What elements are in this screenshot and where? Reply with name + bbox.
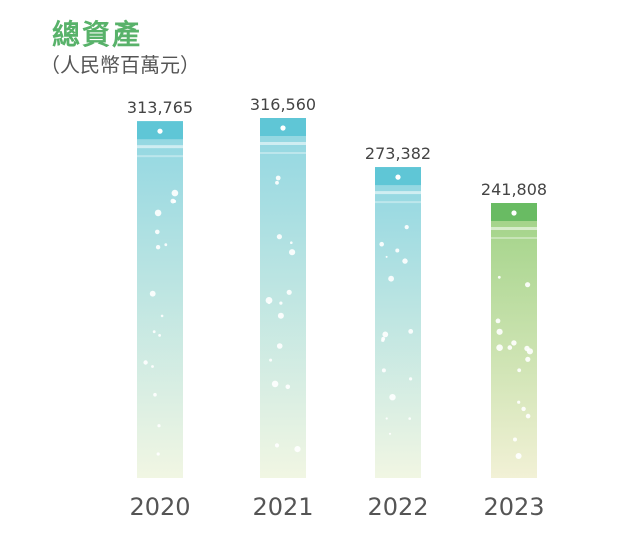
bar-bubble <box>496 328 503 335</box>
bar-body-2020 <box>137 121 183 479</box>
chart-subtitle: （人民幣百萬元） <box>40 53 200 77</box>
bar-bubble <box>521 406 526 412</box>
value-label-2020: 313,765 <box>127 98 193 117</box>
bars-layer <box>137 118 537 479</box>
labels-layer: 313,765 2020 316,560 2021 273,382 2022 241,808… <box>127 95 547 521</box>
bar-bubble <box>275 180 279 185</box>
bar-bubble <box>495 318 501 324</box>
bar-bubble <box>164 243 168 247</box>
bar-bubble <box>525 413 531 419</box>
bar-bubble <box>395 248 400 253</box>
bar-bubble <box>160 314 164 318</box>
bar-bubble <box>497 275 501 279</box>
bar-bubble <box>408 329 414 334</box>
bar-bubble <box>379 241 385 247</box>
bar-bubble <box>511 340 517 346</box>
bar-bubble <box>525 356 531 362</box>
bar-bubble <box>496 344 503 352</box>
bar-bubble <box>507 345 513 350</box>
bar-bubble <box>172 199 177 203</box>
bar-bubble <box>385 255 388 258</box>
bar-bubble <box>381 336 386 341</box>
bar-cap-dot-2021 <box>280 125 286 131</box>
bar-bubble <box>274 443 280 448</box>
bar-bubble <box>158 334 162 337</box>
bar-cap-dot-2020 <box>157 128 163 134</box>
bar-bubble <box>153 392 157 397</box>
bar-2023 <box>491 203 537 478</box>
bar-shine-2022 <box>375 191 421 195</box>
year-label-2021: 2021 <box>252 493 313 521</box>
bar-bubble <box>385 417 388 420</box>
value-label-2021: 316,560 <box>250 95 316 114</box>
bar-bubble <box>517 400 521 404</box>
bar-bubble <box>290 241 293 244</box>
year-label-2022: 2022 <box>367 493 428 521</box>
bar-bubble <box>155 229 160 235</box>
bar-bubble <box>154 209 162 217</box>
bar-bubble <box>517 368 522 373</box>
bar-bubble <box>404 225 409 230</box>
value-label-2023: 241,808 <box>481 180 547 199</box>
bar-bubble <box>149 290 156 297</box>
bar-bubble <box>389 394 396 401</box>
bar-bubble <box>289 249 296 256</box>
bar-bubble <box>524 345 530 352</box>
year-label-2023: 2023 <box>483 493 544 521</box>
bar-2022 <box>375 167 421 479</box>
bar-shine-2023 <box>491 227 537 231</box>
bar-bubble <box>271 380 279 388</box>
bar-shine-lower-2023 <box>491 237 537 240</box>
bar-bubble <box>381 368 386 373</box>
bar-shine-2021 <box>260 142 306 145</box>
bar-bubble <box>408 417 412 420</box>
bar-bubble <box>286 289 292 295</box>
bar-shine-lower-2022 <box>375 201 421 204</box>
bar-bubble <box>388 275 394 282</box>
bar-2021 <box>260 118 306 478</box>
bar-bubble <box>155 245 161 250</box>
bar-bubble <box>388 432 392 435</box>
bar-cap-dot-2023 <box>511 210 517 216</box>
value-label-2022: 273,382 <box>365 144 431 163</box>
bar-bubble <box>171 189 179 197</box>
bar-shine-lower-2020 <box>137 155 183 158</box>
bar-bubble <box>265 297 273 304</box>
bar-bubble <box>513 437 517 442</box>
bar-bubble <box>151 365 154 368</box>
bar-bubble <box>143 360 148 365</box>
bar-bubble <box>277 312 284 319</box>
bar-bubble <box>294 446 301 453</box>
bar-bubble <box>152 330 156 334</box>
bar-bubble <box>276 343 283 349</box>
bar-bubble <box>276 234 282 240</box>
bar-bubble <box>409 377 413 381</box>
bar-shine-lower-2021 <box>260 152 306 154</box>
bar-bubble <box>285 384 291 390</box>
bar-bubble <box>157 424 161 428</box>
bar-cap-dot-2022 <box>395 174 401 180</box>
bar-2020 <box>137 121 183 479</box>
chart-title: 總資產 <box>52 18 143 51</box>
bar-bubble <box>279 301 283 305</box>
bar-shine-2020 <box>137 145 183 149</box>
bar-bubble <box>525 282 531 288</box>
bar-bubble <box>402 258 408 264</box>
bar-bubble <box>275 175 281 181</box>
bar-bubble <box>515 453 522 459</box>
year-label-2020: 2020 <box>129 493 190 521</box>
bar-bubble <box>269 358 273 362</box>
bar-body-2022 <box>375 167 421 479</box>
bar-bubble <box>156 452 160 456</box>
bar-bubble <box>382 331 389 338</box>
